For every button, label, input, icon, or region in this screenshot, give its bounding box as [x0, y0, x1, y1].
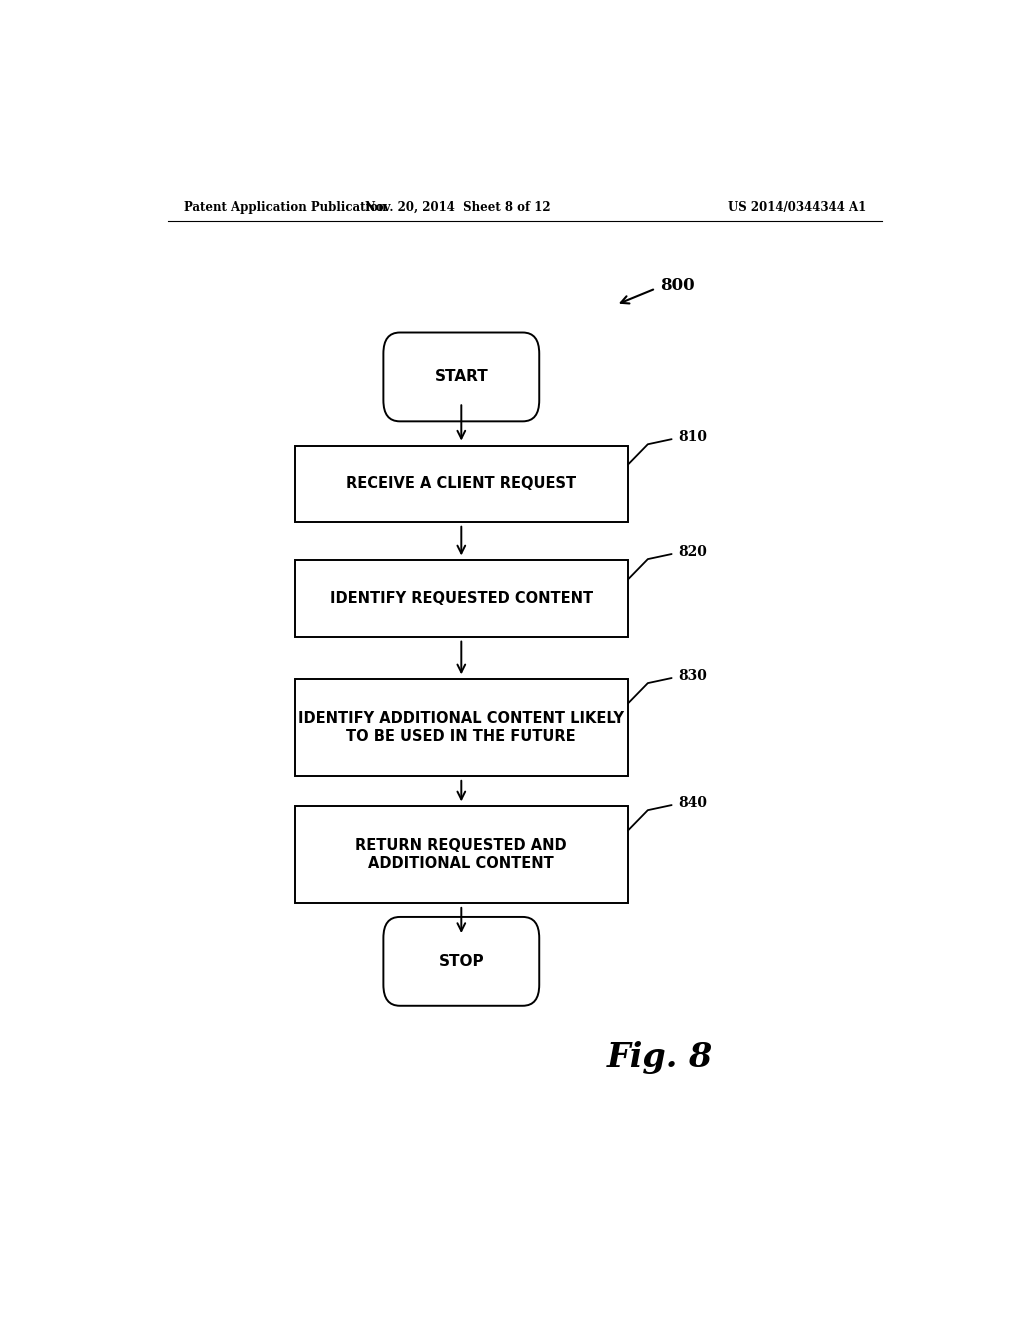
Text: 810: 810 [678, 430, 707, 444]
Text: 830: 830 [678, 669, 707, 682]
Text: US 2014/0344344 A1: US 2014/0344344 A1 [728, 201, 866, 214]
FancyBboxPatch shape [295, 680, 628, 776]
FancyBboxPatch shape [295, 561, 628, 636]
Text: STOP: STOP [438, 954, 484, 969]
Text: 800: 800 [659, 277, 694, 294]
Text: 820: 820 [678, 545, 707, 558]
FancyBboxPatch shape [295, 446, 628, 521]
Text: START: START [434, 370, 488, 384]
FancyBboxPatch shape [295, 807, 628, 903]
FancyBboxPatch shape [383, 917, 540, 1006]
FancyBboxPatch shape [383, 333, 540, 421]
Text: RETURN REQUESTED AND
ADDITIONAL CONTENT: RETURN REQUESTED AND ADDITIONAL CONTENT [355, 838, 567, 871]
Text: Patent Application Publication: Patent Application Publication [183, 201, 386, 214]
Text: IDENTIFY REQUESTED CONTENT: IDENTIFY REQUESTED CONTENT [330, 591, 593, 606]
Text: IDENTIFY ADDITIONAL CONTENT LIKELY
TO BE USED IN THE FUTURE: IDENTIFY ADDITIONAL CONTENT LIKELY TO BE… [298, 711, 625, 743]
Text: Nov. 20, 2014  Sheet 8 of 12: Nov. 20, 2014 Sheet 8 of 12 [365, 201, 550, 214]
Text: RECEIVE A CLIENT REQUEST: RECEIVE A CLIENT REQUEST [346, 477, 577, 491]
Text: Fig. 8: Fig. 8 [606, 1041, 713, 1074]
Text: 840: 840 [678, 796, 707, 810]
